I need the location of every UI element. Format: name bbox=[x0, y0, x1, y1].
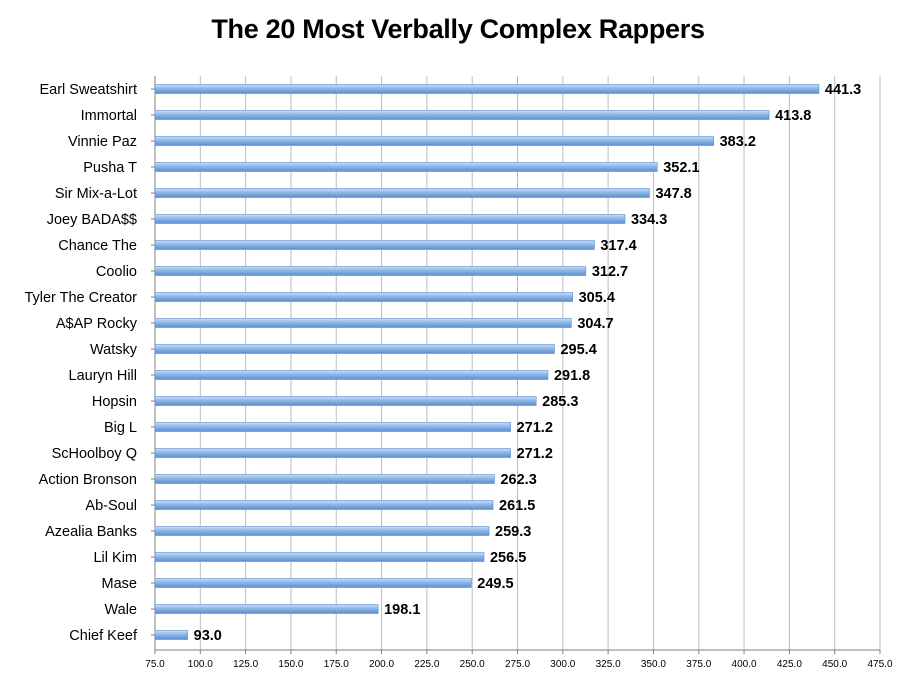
value-label: 271.2 bbox=[517, 446, 553, 462]
value-label: 291.8 bbox=[554, 368, 590, 384]
labels: Earl Sweatshirt 441.3 Immortal 413.8 Vinnie … bbox=[24, 82, 861, 644]
bar bbox=[154, 552, 485, 562]
x-tick-label: 250.0 bbox=[460, 659, 485, 670]
x-tick-label: 375.0 bbox=[686, 659, 711, 670]
bar bbox=[154, 110, 770, 120]
bar bbox=[154, 604, 379, 614]
category-label: Big L bbox=[104, 420, 137, 436]
category-label: Sir Mix-a-Lot bbox=[55, 186, 137, 202]
bar bbox=[154, 84, 820, 94]
category-label: Coolio bbox=[96, 264, 137, 280]
category-label: ScHoolboy Q bbox=[52, 446, 137, 462]
category-label: Ab-Soul bbox=[85, 498, 137, 514]
x-tick-label: 200.0 bbox=[369, 659, 394, 670]
category-label: Vinnie Paz bbox=[68, 134, 137, 150]
value-label: 317.4 bbox=[600, 238, 636, 254]
bar bbox=[154, 292, 573, 302]
category-label: Action Bronson bbox=[39, 472, 137, 488]
bar bbox=[154, 448, 511, 458]
value-label: 305.4 bbox=[579, 290, 615, 306]
x-tick-label: 100.0 bbox=[188, 659, 213, 670]
category-label: Azealia Banks bbox=[45, 524, 137, 540]
value-label: 271.2 bbox=[517, 420, 553, 436]
bar bbox=[154, 630, 188, 640]
x-tick-label: 350.0 bbox=[641, 659, 666, 670]
category-label: Tyler The Creator bbox=[24, 290, 137, 306]
value-label: 312.7 bbox=[592, 264, 628, 280]
value-label: 256.5 bbox=[490, 550, 526, 566]
value-label: 93.0 bbox=[194, 628, 222, 644]
bar bbox=[154, 526, 490, 536]
value-label: 413.8 bbox=[775, 108, 811, 124]
bar bbox=[154, 500, 494, 510]
value-label: 285.3 bbox=[542, 394, 578, 410]
x-tick-label: 225.0 bbox=[414, 659, 439, 670]
category-label: Mase bbox=[102, 576, 137, 592]
axes: 75.0 100.0 125.0 150.0 175.0 200.0 225.0 250.0 2… bbox=[145, 76, 893, 670]
category-label: Watsky bbox=[90, 342, 138, 358]
category-label: Chance The bbox=[58, 238, 137, 254]
bar bbox=[154, 240, 595, 250]
category-label: Hopsin bbox=[92, 394, 137, 410]
value-label: 441.3 bbox=[825, 82, 861, 98]
category-label: Pusha T bbox=[83, 160, 137, 176]
category-label: Chief Keef bbox=[69, 628, 138, 644]
category-label: Earl Sweatshirt bbox=[39, 82, 137, 98]
value-label: 334.3 bbox=[631, 212, 667, 228]
category-label: Wale bbox=[105, 602, 138, 618]
chart-title: The 20 Most Verbally Complex Rappers bbox=[211, 14, 705, 44]
value-label: 352.1 bbox=[663, 160, 699, 176]
bar bbox=[154, 266, 587, 276]
value-label: 259.3 bbox=[495, 524, 531, 540]
bar bbox=[154, 422, 511, 432]
x-tick-label: 125.0 bbox=[233, 659, 258, 670]
x-tick-label: 300.0 bbox=[550, 659, 575, 670]
category-label: Lauryn Hill bbox=[69, 368, 138, 384]
category-label: Joey BADA$$ bbox=[47, 212, 137, 228]
bar bbox=[154, 578, 472, 588]
value-label: 295.4 bbox=[560, 342, 596, 358]
value-label: 249.5 bbox=[477, 576, 513, 592]
bar bbox=[154, 162, 658, 172]
bar bbox=[154, 370, 549, 380]
bars bbox=[154, 84, 820, 640]
value-label: 261.5 bbox=[499, 498, 535, 514]
bar bbox=[154, 318, 572, 328]
bar bbox=[154, 474, 495, 484]
x-tick-label: 450.0 bbox=[822, 659, 847, 670]
x-tick-label: 400.0 bbox=[732, 659, 757, 670]
value-label: 198.1 bbox=[384, 602, 420, 618]
value-label: 304.7 bbox=[577, 316, 613, 332]
x-tick-label: 325.0 bbox=[596, 659, 621, 670]
bar bbox=[154, 188, 650, 198]
x-tick-label: 75.0 bbox=[145, 659, 165, 670]
bar bbox=[154, 344, 555, 354]
x-tick-label: 275.0 bbox=[505, 659, 530, 670]
category-label: Lil Kim bbox=[93, 550, 137, 566]
value-label: 383.2 bbox=[720, 134, 756, 150]
category-label: A$AP Rocky bbox=[56, 316, 138, 332]
x-tick-label: 150.0 bbox=[278, 659, 303, 670]
x-tick-label: 175.0 bbox=[324, 659, 349, 670]
bar bbox=[154, 214, 626, 224]
x-tick-label: 475.0 bbox=[867, 659, 892, 670]
x-tick-label: 425.0 bbox=[777, 659, 802, 670]
bar bbox=[154, 396, 537, 406]
bar bbox=[154, 136, 714, 146]
value-label: 262.3 bbox=[500, 472, 536, 488]
value-label: 347.8 bbox=[655, 186, 691, 202]
category-label: Immortal bbox=[81, 108, 137, 124]
